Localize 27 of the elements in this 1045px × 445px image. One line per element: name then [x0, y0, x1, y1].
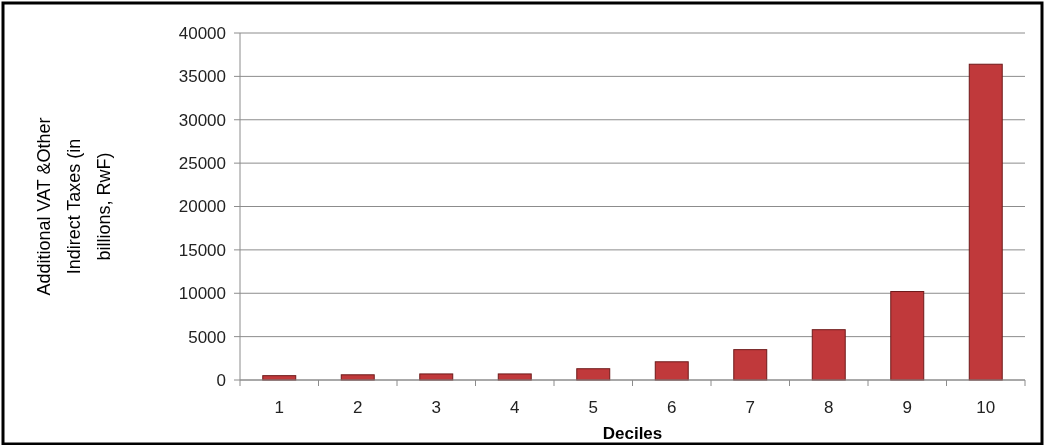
- bar: [811, 329, 846, 381]
- bar: [654, 361, 689, 381]
- y-tick-label: 15000: [178, 240, 226, 260]
- x-tick-label: 9: [902, 398, 912, 417]
- y-axis-title: Additional VAT &Other Indirect Taxes (in billions, RwF): [34, 117, 114, 296]
- x-tick-label: 4: [510, 398, 520, 417]
- y-tick-label: 0: [216, 370, 226, 390]
- y-tick-label: 5000: [188, 327, 226, 347]
- bar: [733, 349, 768, 381]
- y-tick-label: 30000: [178, 110, 226, 130]
- x-tick-label: 10: [976, 398, 996, 417]
- y-tick-label: 40000: [178, 23, 226, 43]
- x-tick-label: 2: [353, 398, 363, 417]
- bar: [890, 291, 925, 381]
- x-tick-label: 3: [431, 398, 441, 417]
- x-axis-title: Deciles: [602, 424, 663, 443]
- x-tick-label: 1: [274, 398, 284, 417]
- y-tick-label: 20000: [178, 197, 226, 217]
- y-tick-label: 35000: [178, 67, 226, 87]
- y-tick-label: 25000: [178, 154, 226, 174]
- bar: [968, 63, 1003, 381]
- bar: [576, 368, 611, 381]
- y-tick-label: 10000: [178, 284, 226, 304]
- x-tick-label: 5: [588, 398, 598, 417]
- x-tick-label: 8: [824, 398, 834, 417]
- x-tick-label: 6: [667, 398, 677, 417]
- x-tick-label: 7: [745, 398, 755, 417]
